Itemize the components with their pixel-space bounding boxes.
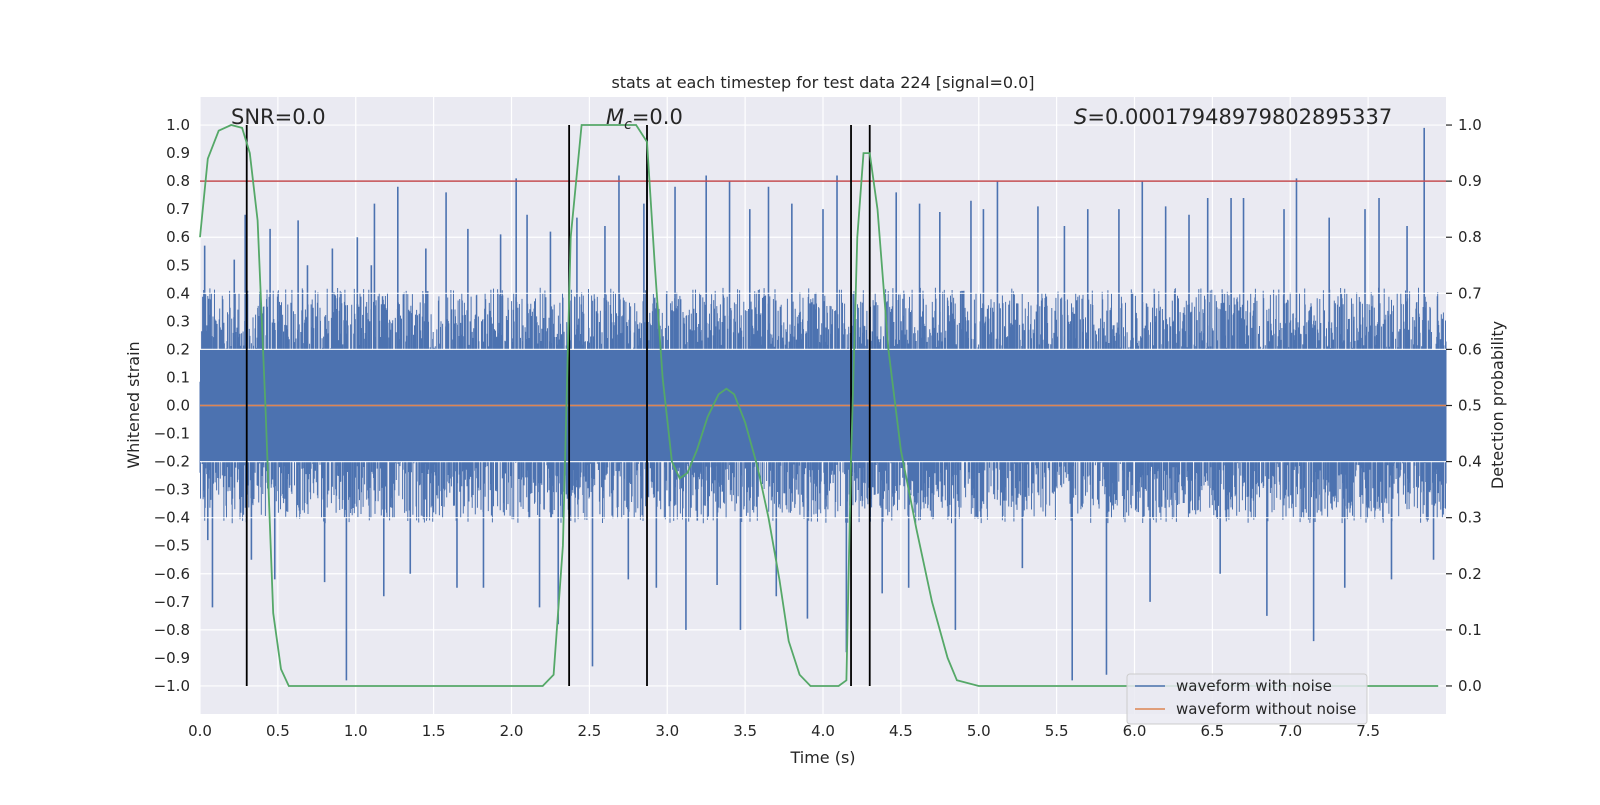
chirp-mass-value: =0.0 bbox=[632, 105, 683, 129]
y-tick-label: 0.5 bbox=[166, 256, 190, 274]
x-tick-label: 6.5 bbox=[1200, 722, 1224, 740]
legend-label-clean: waveform without noise bbox=[1176, 700, 1356, 718]
x-tick-label: 0.0 bbox=[188, 722, 212, 740]
legend-label-noise: waveform with noise bbox=[1176, 677, 1332, 695]
y-tick-label: −0.1 bbox=[154, 425, 190, 443]
y2-tick-label: 0.4 bbox=[1458, 453, 1482, 471]
chirp-mass-symbol: M bbox=[606, 105, 624, 129]
y-tick-label: −0.5 bbox=[154, 537, 190, 555]
chart-title: stats at each timestep for test data 224… bbox=[611, 73, 1034, 92]
y2-tick-label: 0.1 bbox=[1458, 621, 1482, 639]
x-tick-label: 1.5 bbox=[422, 722, 446, 740]
s-value: =0.00017948979802895337 bbox=[1087, 105, 1392, 129]
y-tick-label: 0.1 bbox=[166, 368, 190, 386]
y-tick-label: 0.9 bbox=[166, 144, 190, 162]
x-tick-label: 7.0 bbox=[1278, 722, 1302, 740]
y-tick-label: −1.0 bbox=[154, 677, 190, 695]
x-tick-label: 2.0 bbox=[500, 722, 524, 740]
y-tick-label: 0.4 bbox=[166, 284, 190, 302]
y-tick-label: −0.2 bbox=[154, 453, 190, 471]
x-tick-label: 5.5 bbox=[1045, 722, 1069, 740]
x-tick-label: 0.5 bbox=[266, 722, 290, 740]
legend-box bbox=[1126, 673, 1368, 725]
y-tick-label: −0.6 bbox=[154, 565, 190, 583]
x-tick-label: 5.0 bbox=[967, 722, 991, 740]
x-tick-label: 3.0 bbox=[655, 722, 679, 740]
s-symbol: S bbox=[1074, 105, 1087, 129]
y2-tick-label: 0.8 bbox=[1458, 228, 1482, 246]
y-tick-label: 0.8 bbox=[166, 172, 190, 190]
y-tick-label: 0.3 bbox=[166, 312, 190, 330]
legend: waveform with noise waveform without noi… bbox=[1126, 673, 1368, 725]
y-tick-label: −0.9 bbox=[154, 649, 190, 667]
y2-tick-label: 0.9 bbox=[1458, 172, 1482, 190]
y-tick-label: 0.6 bbox=[166, 228, 190, 246]
x-tick-label: 6.0 bbox=[1123, 722, 1147, 740]
line-layer bbox=[199, 124, 1446, 687]
y-axis-label: Whitened strain bbox=[124, 341, 143, 468]
y2-tick-label: 0.3 bbox=[1458, 509, 1482, 527]
y-tick-label: 0.2 bbox=[166, 340, 190, 358]
y-tick-label: 0.0 bbox=[166, 397, 190, 415]
x-tick-label: 4.5 bbox=[889, 722, 913, 740]
y-tick-label: −0.4 bbox=[154, 509, 190, 527]
x-tick-label: 2.5 bbox=[577, 722, 601, 740]
x-tick-label: 4.0 bbox=[811, 722, 835, 740]
y-tick-label: −0.7 bbox=[154, 593, 190, 611]
y-tick-label: −0.3 bbox=[154, 481, 190, 499]
x-axis-label: Time (s) bbox=[789, 748, 855, 767]
y-tick-label: 0.7 bbox=[166, 200, 190, 218]
chirp-mass-annotation: Mc=0.0 bbox=[606, 105, 683, 133]
tick-layer: 0.0 0.5 1.0 1.5 2.0 2.5 3.0 3.5 4.0 4.5 5.0 5.5 6.0 6… bbox=[154, 116, 1482, 740]
y2-tick-label: 0.7 bbox=[1458, 284, 1482, 302]
y2-tick-label: 0.0 bbox=[1458, 677, 1482, 695]
y2-tick-label: 0.6 bbox=[1458, 340, 1482, 358]
chirp-mass-subscript: c bbox=[624, 117, 632, 133]
y-tick-label: −0.8 bbox=[154, 621, 190, 639]
x-tick-label: 3.5 bbox=[733, 722, 757, 740]
s-annotation: S=0.00017948979802895337 bbox=[1074, 105, 1392, 129]
snr-annotation: SNR=0.0 bbox=[231, 105, 326, 129]
detection-probability-line bbox=[199, 124, 1439, 687]
y-tick-label: 1.0 bbox=[166, 116, 190, 134]
y2-tick-label: 1.0 bbox=[1458, 116, 1482, 134]
x-tick-label: 1.0 bbox=[344, 722, 368, 740]
y2-tick-label: 0.5 bbox=[1458, 397, 1482, 415]
y2-tick-label: 0.2 bbox=[1458, 565, 1482, 583]
x-tick-label: 7.5 bbox=[1356, 722, 1380, 740]
y2-axis-label: Detection probability bbox=[1488, 321, 1507, 489]
